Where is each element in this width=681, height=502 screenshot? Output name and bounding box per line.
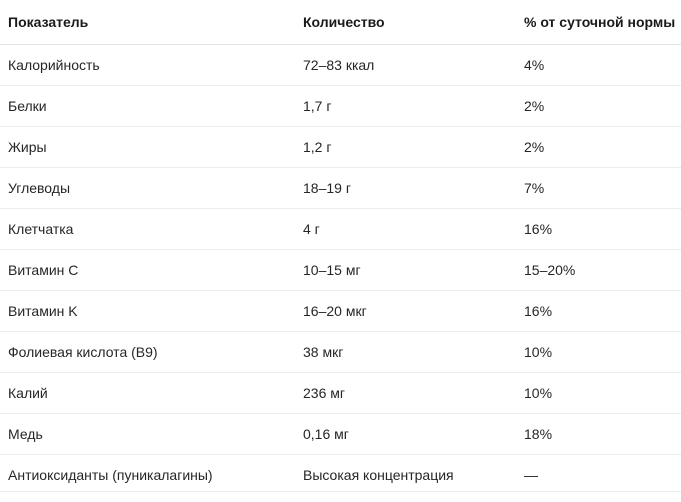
table-row: Фолиевая кислота (B9) 38 мкг 10% bbox=[0, 331, 681, 373]
cell-daily-value: 7% bbox=[516, 167, 681, 209]
table-row: Витамин K 16–20 мкг 16% bbox=[0, 290, 681, 332]
header-daily-value: % от суточной нормы bbox=[516, 0, 681, 45]
cell-indicator: Калий bbox=[0, 372, 295, 414]
cell-daily-value: 4% bbox=[516, 44, 681, 86]
table-row: Углеводы 18–19 г 7% bbox=[0, 167, 681, 209]
cell-amount: 1,7 г bbox=[295, 85, 516, 127]
header-indicator: Показатель bbox=[0, 0, 295, 45]
cell-daily-value: 16% bbox=[516, 290, 681, 332]
header-amount: Количество bbox=[295, 0, 516, 45]
cell-amount: 72–83 ккал bbox=[295, 44, 516, 86]
header-row: Показатель Количество % от суточной норм… bbox=[0, 0, 681, 45]
table-body: Калорийность 72–83 ккал 4% Белки 1,7 г 2… bbox=[0, 44, 681, 496]
cell-daily-value: 2% bbox=[516, 126, 681, 168]
cell-indicator: Белки bbox=[0, 85, 295, 127]
cell-indicator: Углеводы bbox=[0, 167, 295, 209]
cell-amount: 236 мг bbox=[295, 372, 516, 414]
cell-daily-value: 18% bbox=[516, 413, 681, 455]
cell-indicator: Витамин C bbox=[0, 249, 295, 291]
cell-indicator: Жиры bbox=[0, 126, 295, 168]
cell-daily-value: 10% bbox=[516, 372, 681, 414]
cell-amount: Высокая концентрация bbox=[303, 467, 454, 483]
cell-indicator: Антиоксиданты (пуникалагины) bbox=[8, 467, 213, 483]
table-bottom-divider bbox=[0, 491, 681, 492]
cell-amount: 18–19 г bbox=[295, 167, 516, 209]
cell-amount: 10–15 мг bbox=[295, 249, 516, 291]
table-row: Белки 1,7 г 2% bbox=[0, 85, 681, 127]
cell-daily-value: 15–20% bbox=[516, 249, 681, 291]
table-header: Показатель Количество % от суточной норм… bbox=[0, 0, 681, 45]
cell-daily-value: 2% bbox=[516, 85, 681, 127]
cell-daily-value: 10% bbox=[516, 331, 681, 373]
cell-indicator: Клетчатка bbox=[0, 208, 295, 250]
cell-amount: 16–20 мкг bbox=[295, 290, 516, 332]
table-row: Калий 236 мг 10% bbox=[0, 372, 681, 414]
table-row: Витамин C 10–15 мг 15–20% bbox=[0, 249, 681, 291]
table-row: Жиры 1,2 г 2% bbox=[0, 126, 681, 168]
cell-indicator: Фолиевая кислота (B9) bbox=[0, 331, 295, 373]
table-row: Антиоксиданты (пуникалагины) Высокая кон… bbox=[0, 455, 681, 496]
cell-indicator: Витамин K bbox=[0, 290, 295, 332]
cell-daily-value: — bbox=[524, 467, 538, 483]
cell-amount: 0,16 мг bbox=[295, 413, 516, 455]
cell-daily-value: 16% bbox=[516, 208, 681, 250]
cell-indicator: Медь bbox=[0, 413, 295, 455]
cell-amount: 4 г bbox=[295, 208, 516, 250]
table-row: Калорийность 72–83 ккал 4% bbox=[0, 44, 681, 86]
cell-indicator: Калорийность bbox=[0, 44, 295, 86]
table-row: Клетчатка 4 г 16% bbox=[0, 208, 681, 250]
cell-amount: 38 мкг bbox=[295, 331, 516, 373]
table-row: Медь 0,16 мг 18% bbox=[0, 413, 681, 455]
cell-amount: 1,2 г bbox=[295, 126, 516, 168]
